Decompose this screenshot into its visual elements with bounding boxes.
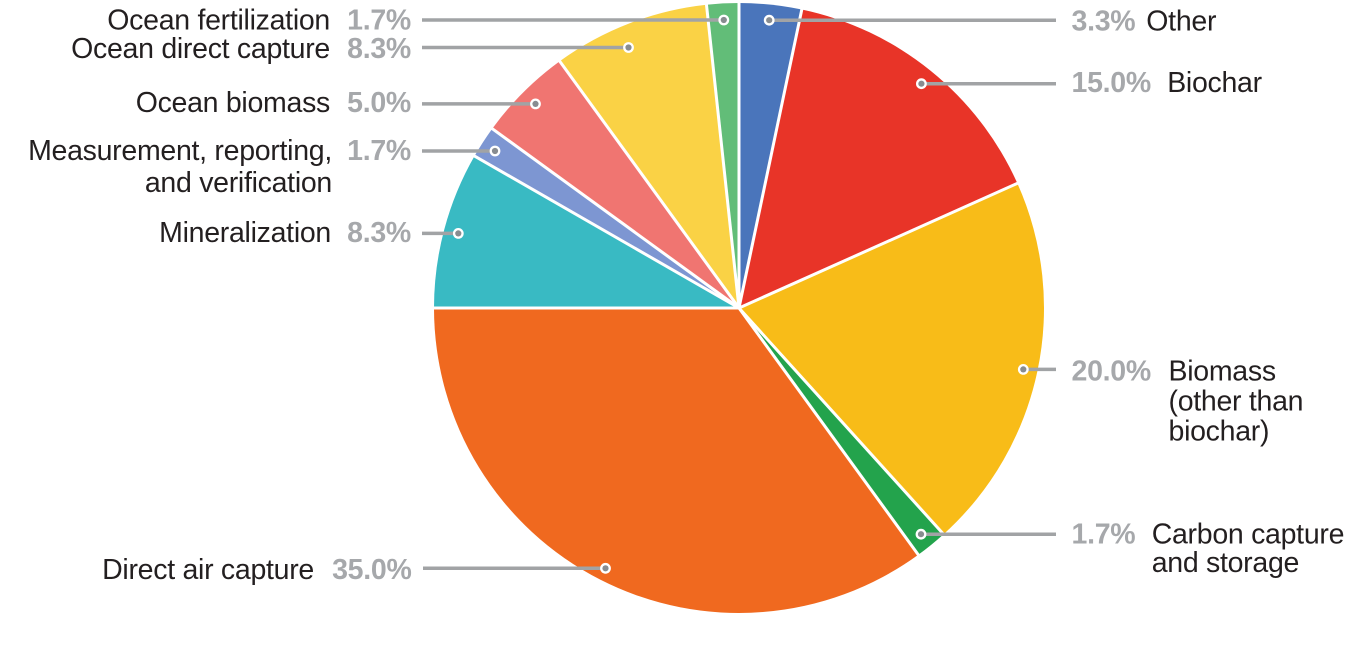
svg-text:Carbon capture: Carbon capture [1152,519,1344,551]
svg-text:Ocean biomass: Ocean biomass [136,87,330,119]
svg-text:(other than: (other than [1169,385,1304,417]
svg-text:Ocean direct capture: Ocean direct capture [71,33,330,65]
svg-text:and verification: and verification [145,167,332,199]
svg-text:and storage: and storage [1152,547,1299,579]
svg-text:Biochar: Biochar [1167,67,1262,99]
svg-text:Other: Other [1146,5,1217,37]
svg-text:3.3%: 3.3% [1072,5,1136,37]
svg-text:Mineralization: Mineralization [159,217,331,249]
svg-text:35.0%: 35.0% [332,554,411,586]
svg-text:5.0%: 5.0% [347,87,411,119]
svg-text:20.0%: 20.0% [1072,356,1151,388]
svg-text:1.7%: 1.7% [1072,519,1136,551]
svg-text:8.3%: 8.3% [347,217,411,249]
svg-text:Measurement, reporting,: Measurement, reporting, [28,135,332,167]
svg-text:biochar): biochar) [1169,415,1270,447]
svg-text:1.7%: 1.7% [347,4,411,36]
svg-text:8.3%: 8.3% [347,33,411,65]
svg-text:Direct air capture: Direct air capture [102,554,314,586]
svg-text:Biomass: Biomass [1169,356,1276,388]
svg-text:1.7%: 1.7% [347,135,411,167]
svg-text:Ocean fertilization: Ocean fertilization [107,4,330,36]
svg-text:15.0%: 15.0% [1072,67,1151,99]
